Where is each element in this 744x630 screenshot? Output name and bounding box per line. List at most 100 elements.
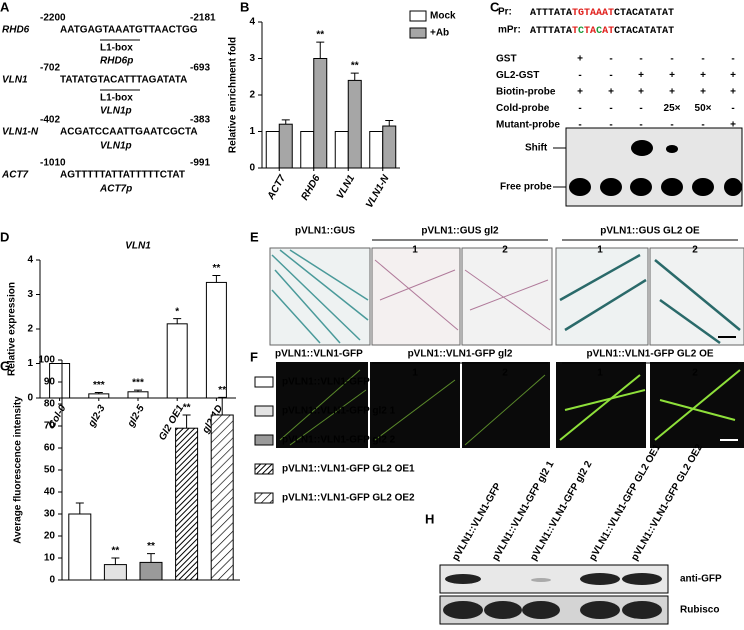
cell: + — [577, 87, 583, 98]
sequence-segment: CTACATATAT — [614, 8, 674, 19]
x-tick-label: RHD6 — [299, 173, 322, 202]
position: -2200 — [40, 13, 66, 24]
significance: ** — [351, 61, 359, 72]
row-label: Mutant-probe — [496, 120, 560, 131]
position: -2181 — [190, 13, 216, 24]
legend-swatch — [254, 405, 274, 417]
sequence-segment: C — [596, 26, 602, 37]
y-tick-label: 2 — [249, 90, 255, 101]
group-title: pVLN1::VLN1-GFP GL2 OE — [586, 349, 713, 360]
y-tick-label: 90 — [44, 377, 56, 388]
error-bar — [147, 553, 155, 563]
bar — [265, 131, 280, 169]
group-title: pVLN1::VLN1-GFP — [275, 349, 363, 360]
panel-letter: B — [240, 0, 249, 14]
cell: - — [578, 70, 581, 81]
significance: ** — [112, 546, 120, 557]
error-bar — [218, 396, 227, 415]
gus-images — [269, 247, 744, 346]
cell: - — [578, 103, 581, 114]
cell: - — [701, 54, 704, 65]
significance: ** — [213, 263, 221, 274]
bar — [127, 391, 149, 399]
probe-sequence: ATTTATATCTACATCTACATATAT — [530, 26, 674, 37]
y-tick-label: 0 — [249, 163, 255, 174]
band-label: Free probe — [500, 182, 552, 193]
cell: 50× — [695, 103, 712, 114]
error-bar — [75, 502, 84, 514]
y-tick-label: 60 — [44, 443, 56, 454]
cell: + — [577, 54, 583, 65]
y-tick-label: 1 — [27, 358, 33, 369]
y-tick-label: 100 — [38, 355, 55, 366]
box-label: L1-box — [100, 93, 133, 104]
bar — [166, 323, 188, 399]
y-tick-label: 50 — [44, 465, 56, 476]
probe-sequence: ATTTATATGTAAATCTACATATAT — [530, 8, 674, 19]
y-tick-label: 4 — [27, 255, 33, 266]
bar — [278, 123, 293, 169]
probe-name: Pr: — [498, 7, 512, 18]
cell: + — [638, 70, 644, 81]
sequence: AGTTTTTATTATTTTTCTAT — [60, 170, 185, 181]
y-tick-label: 2 — [27, 324, 33, 335]
cell: - — [639, 103, 642, 114]
lane-label: pVLN1::VLN1-GFP GL2 OE1 — [587, 442, 663, 563]
cell: + — [669, 87, 675, 98]
legend-label: pVLN1::VLN1-GFP gl2 1 — [282, 406, 396, 417]
significance: ** — [183, 403, 191, 414]
bar — [369, 131, 384, 169]
gene-name: VLN1 — [2, 75, 28, 86]
cell: - — [731, 54, 734, 65]
legend-label: Mock — [430, 11, 456, 22]
cell: + — [730, 70, 736, 81]
sequence-segment: T — [572, 26, 578, 37]
row-label: Biotin-probe — [496, 87, 556, 98]
cell: - — [670, 120, 673, 131]
position: -402 — [40, 115, 60, 126]
y-tick-label: 4 — [249, 17, 255, 28]
sequence: AATGAGTAAATGTTAACTGG — [60, 25, 198, 36]
y-tick-label: 3 — [27, 289, 33, 300]
x-tick-label: gl2-3 — [86, 403, 108, 430]
y-tick-label: 1 — [249, 126, 255, 137]
group-title: pVLN1::GUS GL2 OE — [600, 226, 700, 237]
western-blot — [439, 564, 669, 625]
band-label: anti-GFP — [680, 574, 722, 585]
cell: - — [639, 120, 642, 131]
cell: - — [731, 103, 734, 114]
legend-swatch — [409, 10, 427, 22]
row-label: Cold-probe — [496, 103, 550, 114]
bar — [175, 427, 199, 581]
probe-label: VLN1p — [100, 141, 132, 152]
legend-swatch — [254, 492, 274, 504]
y-tick-label: 30 — [44, 509, 56, 520]
cell: - — [609, 120, 612, 131]
cell: + — [638, 87, 644, 98]
group-title: pVLN1::GUS — [295, 226, 355, 237]
probe-label: VLN1p — [100, 106, 132, 117]
significance: *** — [93, 380, 105, 391]
line-number: 1 — [597, 245, 603, 256]
significance: * — [175, 306, 179, 317]
bar — [49, 363, 71, 399]
cell: + — [700, 70, 706, 81]
legend-label: pVLN1::VLN1-GFP gl2 2 — [282, 435, 396, 446]
significance: ** — [147, 541, 155, 552]
sequence-segment: AT — [602, 26, 614, 37]
panel-letter: E — [250, 229, 259, 244]
gene-name: VLN1-N — [2, 127, 39, 138]
significance: *** — [132, 378, 144, 389]
bar — [88, 393, 110, 399]
cell: - — [609, 70, 612, 81]
legend-label: +Ab — [430, 28, 449, 39]
y-axis-label: Average fluorescence intensity — [13, 396, 24, 544]
y-tick-label: 20 — [44, 531, 56, 542]
x-tick-label: VLN1 — [335, 173, 358, 201]
x-tick-label: gl2-5 — [125, 403, 147, 430]
row-label: GL2-GST — [496, 70, 539, 81]
band-label: Rubisco — [680, 605, 719, 616]
y-tick-label: 80 — [44, 399, 56, 410]
bar — [210, 414, 234, 581]
